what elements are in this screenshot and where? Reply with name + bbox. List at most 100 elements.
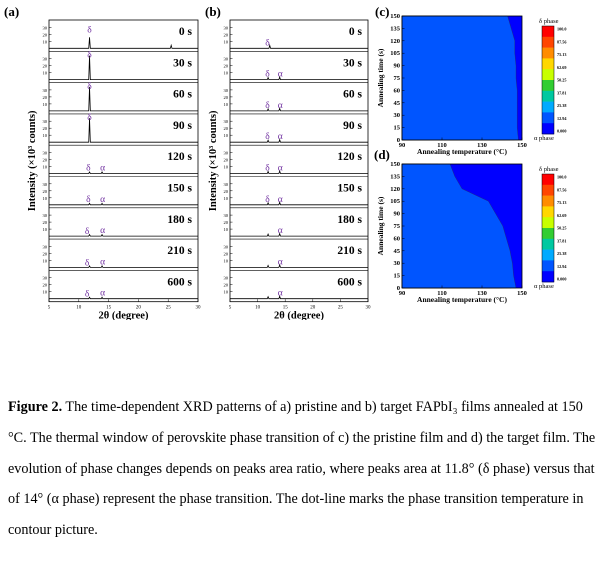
y-tick-label: 0 [397, 137, 400, 144]
y-tick-label: 20 [43, 32, 48, 37]
colorbar-tick-label: 37.81 [557, 238, 566, 243]
xrd-trace [230, 232, 368, 237]
alpha-marker: α [278, 257, 283, 267]
xrd-trace [49, 233, 198, 237]
colorbar-tick-label: 100.0 [557, 175, 566, 180]
time-label: 180 s [337, 214, 362, 226]
colorbar-segment [542, 90, 554, 102]
y-tick-label: 20 [224, 283, 229, 288]
alpha-marker: α [100, 289, 105, 299]
colorbar-top-label: δ phase [539, 18, 559, 25]
time-label: 600 s [337, 276, 362, 288]
y-tick-label: 20 [43, 95, 48, 100]
y-tick-label: 20 [224, 126, 229, 131]
y-tick-label: 10 [43, 133, 48, 138]
colorbar-tick-label: 62.69 [557, 213, 566, 218]
y-tick-label: 10 [43, 165, 48, 170]
y-tick-label: 10 [224, 102, 229, 107]
colorbar-tick-label: 25.38 [557, 103, 566, 108]
y-tick-label: 15 [394, 273, 401, 280]
y-tick-label: 10 [224, 227, 229, 232]
delta-marker: δ [86, 195, 91, 205]
time-label: 210 s [337, 245, 362, 257]
delta-marker: δ [85, 290, 90, 300]
x-tick-label: 110 [437, 290, 446, 297]
y-tick-label: 20 [224, 32, 229, 37]
time-label: 30 s [343, 57, 362, 69]
time-label: 30 s [173, 57, 192, 69]
time-label: 180 s [167, 214, 192, 226]
delta-marker: δ [265, 195, 270, 205]
delta-marker: δ [265, 164, 270, 174]
colorbar-segment [542, 123, 554, 135]
xrd-trace [49, 202, 198, 206]
y-tick-label: 20 [224, 64, 229, 69]
y-tick-label: 60 [394, 235, 401, 242]
time-label: 150 s [167, 183, 192, 195]
y-tick-label: 10 [43, 102, 48, 107]
xrd-trace [49, 171, 198, 174]
xrd-trace [230, 75, 368, 80]
y-tick-label: 90 [394, 211, 401, 218]
colorbar-segment [542, 80, 554, 92]
y-tick-label: 20 [43, 64, 48, 69]
figure-2: (a) (b) (c) (d) 10 20 30 0 s δ 10 20 30 30 s δ 10 2… [4, 4, 567, 320]
x-tick-label: 20 [310, 306, 316, 311]
y-tick-label: 20 [224, 189, 229, 194]
y-tick-label: 75 [394, 75, 401, 82]
colorbar-tick-label: 87.56 [557, 39, 566, 44]
colorbar-segment [542, 47, 554, 59]
y-tick-label: 30 [224, 57, 229, 62]
alpha-marker: α [278, 195, 283, 205]
y-tick-label: 105 [390, 50, 401, 57]
xrd-trace [230, 138, 368, 143]
time-label: 120 s [167, 151, 192, 163]
y-tick-label: 30 [43, 151, 48, 156]
y-tick-label: 30 [43, 119, 48, 124]
delta-marker: δ [265, 101, 270, 111]
y-tick-label: 90 [394, 63, 401, 70]
x-tick-label: 150 [517, 290, 527, 297]
y-tick-label: 30 [224, 25, 229, 30]
y-tick-label: 75 [394, 223, 401, 230]
x-tick-label: 5 [48, 306, 51, 311]
alpha-marker: α [278, 164, 283, 174]
xrd-trace [230, 200, 368, 206]
y-tick-label: 10 [43, 71, 48, 76]
y-tick-label: 10 [224, 133, 229, 138]
colorbar-tick-label: 0.000 [557, 277, 566, 282]
colorbar-segment [542, 238, 554, 250]
y-tick-label: 20 [224, 220, 229, 225]
y-tick-label: 10 [43, 290, 48, 295]
y-tick-label: 135 [390, 25, 401, 32]
colorbar-segment [542, 271, 554, 283]
y-tick-label: 30 [224, 182, 229, 187]
y-tick-label: 30 [43, 213, 48, 218]
y-tick-label: 30 [394, 112, 401, 119]
colorbar-tick-label: 87.56 [557, 187, 566, 192]
x-tick-label: 90 [399, 290, 406, 297]
y-tick-label: 60 [394, 87, 401, 94]
y-tick-label: 30 [224, 244, 229, 249]
y-tick-label: 30 [43, 182, 48, 187]
x-axis-label: 2θ (degree) [99, 311, 149, 320]
y-axis-label: Annealing time (s) [376, 48, 385, 107]
y-tick-label: 20 [43, 158, 48, 163]
y-tick-label: 0 [397, 285, 400, 292]
time-label: 60 s [173, 89, 192, 101]
alpha-marker: α [278, 289, 283, 299]
time-label: 90 s [173, 120, 192, 132]
delta-marker: δ [85, 258, 90, 268]
x-tick-label: 30 [196, 306, 202, 311]
y-tick-label: 20 [224, 158, 229, 163]
colorbar-tick-label: 50.25 [557, 78, 566, 83]
x-tick-label: 150 [517, 142, 527, 149]
y-tick-label: 30 [224, 151, 229, 156]
y-tick-label: 45 [394, 248, 401, 255]
x-axis-label: Annealing temperature (°C) [417, 295, 507, 304]
y-tick-label: 20 [224, 95, 229, 100]
contour-band [401, 163, 517, 289]
colorbar-tick-label: 75.13 [557, 52, 566, 57]
y-tick-label: 20 [43, 220, 48, 225]
colorbar-tick-label: 75.13 [557, 200, 566, 205]
